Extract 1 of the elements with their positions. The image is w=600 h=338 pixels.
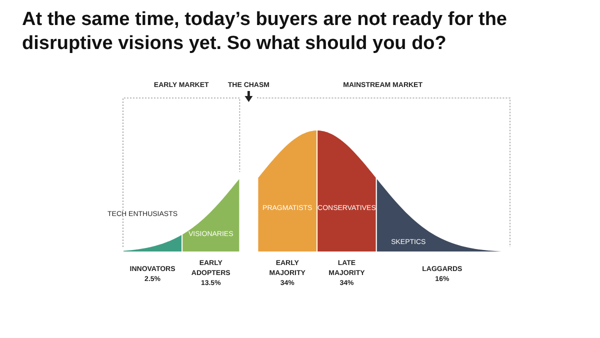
text: At the same time, today’s buyers are not ready for the disruptive visions yet. So what should you do?	[22, 9, 507, 54]
